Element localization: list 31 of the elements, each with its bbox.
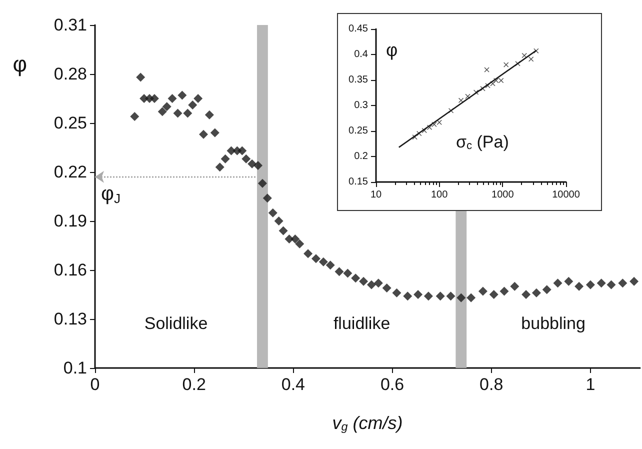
y-tick-label: 0.3 bbox=[354, 100, 368, 111]
x-tick-label: 0.6 bbox=[380, 375, 404, 394]
y-tick-label: 0.45 bbox=[348, 24, 368, 34]
y-tick-label: 0.1 bbox=[63, 358, 87, 378]
y-axis-title: φ bbox=[386, 40, 398, 60]
y-tick-label: 0.19 bbox=[54, 212, 87, 230]
annotation: bubbling bbox=[521, 314, 586, 333]
x-tick-label: 100 bbox=[430, 190, 448, 200]
y-tick-label: 0.25 bbox=[348, 126, 368, 136]
y-tick-label: 0.22 bbox=[54, 162, 87, 182]
y-tick-label: 0.35 bbox=[348, 74, 368, 86]
y-tick-label: 0.15 bbox=[348, 176, 368, 188]
y-tick-label: 0.31 bbox=[54, 16, 87, 34]
y-axis-title: φ bbox=[12, 52, 27, 76]
y-tick-label: 0.28 bbox=[54, 64, 87, 84]
x-tick-label: 1000 bbox=[492, 190, 514, 200]
x-tick-label: 0.4 bbox=[281, 375, 305, 394]
annotation: Solidlike bbox=[144, 314, 208, 333]
x-tick-label: 0.8 bbox=[480, 375, 504, 394]
x-tick-label: 0.2 bbox=[182, 375, 206, 394]
y-tick-label: 0.16 bbox=[54, 260, 87, 280]
y-tick-label: 0.25 bbox=[54, 114, 87, 132]
x-tick-label: 0 bbox=[90, 375, 100, 394]
y-tick-label: 0.2 bbox=[354, 151, 368, 162]
x-tick-label: 1 bbox=[586, 375, 596, 394]
x-tick-label: 10000 bbox=[552, 190, 580, 200]
x-axis-title: σc (Pa) bbox=[456, 132, 509, 152]
y-tick-label: 0.13 bbox=[54, 310, 87, 328]
x-tick-label: 10 bbox=[370, 190, 382, 200]
y-tick-label: 0.4 bbox=[354, 49, 368, 60]
annotation: fluidlike bbox=[333, 314, 390, 333]
